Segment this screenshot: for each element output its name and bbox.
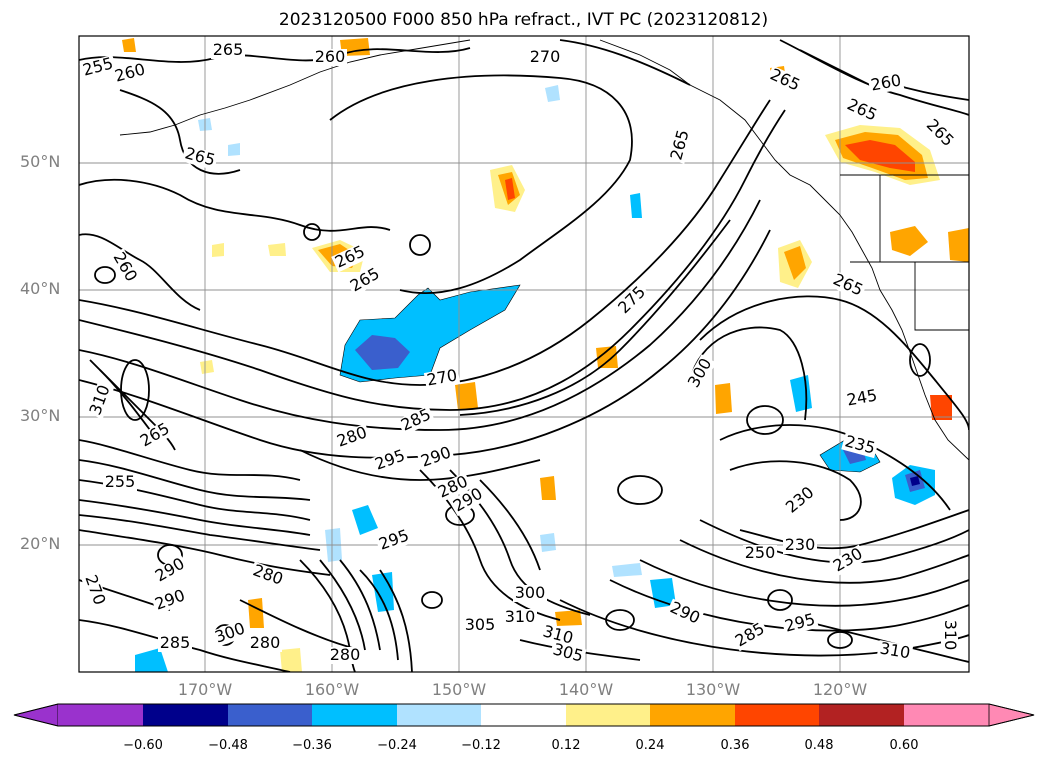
contour-label: 270 xyxy=(530,47,561,66)
colorbar-segment xyxy=(566,704,650,726)
contour-label: 305 xyxy=(465,615,496,634)
contour-label: 280 xyxy=(250,633,281,652)
colorbar-segment xyxy=(650,704,735,726)
colorbar-tick-label: −0.24 xyxy=(377,738,417,753)
lon-label-160w: 160°W xyxy=(304,680,360,699)
contour-label: 230 xyxy=(785,535,816,554)
contour-lines xyxy=(79,39,969,672)
colorbar-segment xyxy=(904,704,989,726)
contour-label: 310 xyxy=(941,620,960,651)
lon-label-170w: 170°W xyxy=(177,680,233,699)
colorbar-tick-label: −0.36 xyxy=(292,738,332,753)
lon-label-120w: 120°W xyxy=(812,680,868,699)
negative-anomaly-patches xyxy=(135,85,935,672)
contour-label: 260 xyxy=(315,47,346,66)
colorbar-tick-label: 0.60 xyxy=(889,738,919,753)
colorbar-tick-label: −0.12 xyxy=(461,738,501,753)
contour-label: 285 xyxy=(160,633,191,652)
lat-label-50n: 50°N xyxy=(20,152,61,171)
colorbar-segment xyxy=(143,704,228,726)
colorbar-segment xyxy=(397,704,481,726)
contour-label: 280 xyxy=(330,645,361,664)
map-title: 2023120500 F000 850 hPa refract., IVT PC… xyxy=(278,10,769,30)
contour-label: 250 xyxy=(745,543,776,562)
contour-label: 310 xyxy=(505,607,536,626)
contour-label: 255 xyxy=(105,472,136,491)
colorbar-tick-label: −0.60 xyxy=(123,738,163,753)
map-frame xyxy=(78,35,970,673)
colorbar-tick-label: 0.36 xyxy=(720,738,750,753)
colorbar-tick-label: 0.24 xyxy=(635,738,665,753)
colorbar-segment xyxy=(312,704,397,726)
colorbar-extend-high xyxy=(988,703,1035,727)
colorbar-segment xyxy=(481,704,566,726)
lon-label-130w: 130°W xyxy=(685,680,741,699)
colorbar-extend-low xyxy=(13,703,59,727)
lon-label-140w: 140°W xyxy=(558,680,614,699)
colorbar xyxy=(13,703,1035,727)
lat-label-30n: 30°N xyxy=(20,406,61,425)
colorbar-segment xyxy=(58,704,143,726)
contour-label: 300 xyxy=(515,583,546,602)
colorbar-segment xyxy=(735,704,819,726)
graticule xyxy=(79,36,969,672)
colorbar-segment xyxy=(228,704,312,726)
colorbar-tick-label: 0.12 xyxy=(551,738,581,753)
lat-label-20n: 20°N xyxy=(20,534,61,553)
lat-label-40n: 40°N xyxy=(20,279,61,298)
lon-label-150w: 150°W xyxy=(431,680,487,699)
contour-label: 265 xyxy=(213,40,244,59)
colorbar-tick-label: −0.48 xyxy=(208,738,248,753)
colorbar-segment xyxy=(819,704,904,726)
map-field xyxy=(79,36,969,672)
colorbar-tick-label: 0.48 xyxy=(804,738,834,753)
